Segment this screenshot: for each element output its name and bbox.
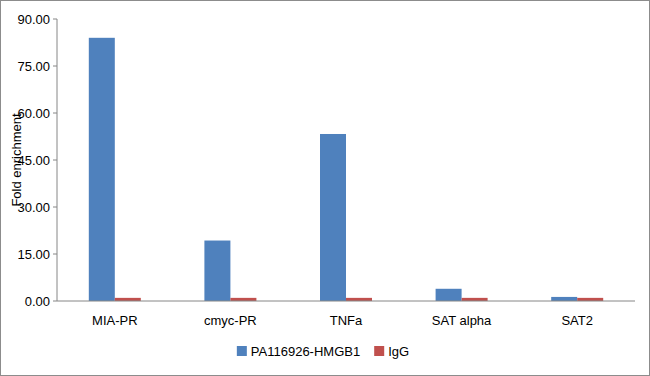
bar (89, 38, 115, 301)
bar (204, 241, 230, 301)
legend-swatch (237, 346, 247, 356)
y-tick (53, 19, 57, 20)
x-tick-label: TNFa (330, 313, 363, 328)
x-tick-label: MIA-PR (92, 313, 138, 328)
chart-frame (1, 1, 650, 376)
y-tick-label: 0.00 (25, 294, 50, 309)
y-axis (57, 19, 58, 301)
legend-label: PA116926-HMGB1 (251, 344, 360, 359)
y-tick-label: 90.00 (17, 12, 50, 27)
y-tick (53, 160, 57, 161)
y-tick (53, 113, 57, 114)
x-tick-label: SAT2 (561, 313, 593, 328)
legend-swatch (374, 346, 384, 356)
y-tick (53, 207, 57, 208)
y-tick (53, 66, 57, 67)
x-tick-label: SAT alpha (432, 313, 492, 328)
bar (436, 289, 462, 301)
y-tick-label: 75.00 (17, 59, 50, 74)
y-tick-label: 15.00 (17, 247, 50, 262)
legend-label: IgG (388, 344, 409, 359)
y-tick (53, 254, 57, 255)
bars (89, 38, 603, 301)
legend: PA116926-HMGB1 IgG (237, 344, 409, 359)
chart: 0.0015.0030.0045.0060.0075.0090.00MIA-PR… (0, 0, 650, 376)
x-axis (57, 301, 635, 302)
y-tick (53, 301, 57, 302)
x-tick-label: cmyc-PR (204, 313, 257, 328)
y-axis-title: Fold enrichment (9, 113, 24, 207)
bar (551, 297, 577, 301)
bar (320, 134, 346, 301)
